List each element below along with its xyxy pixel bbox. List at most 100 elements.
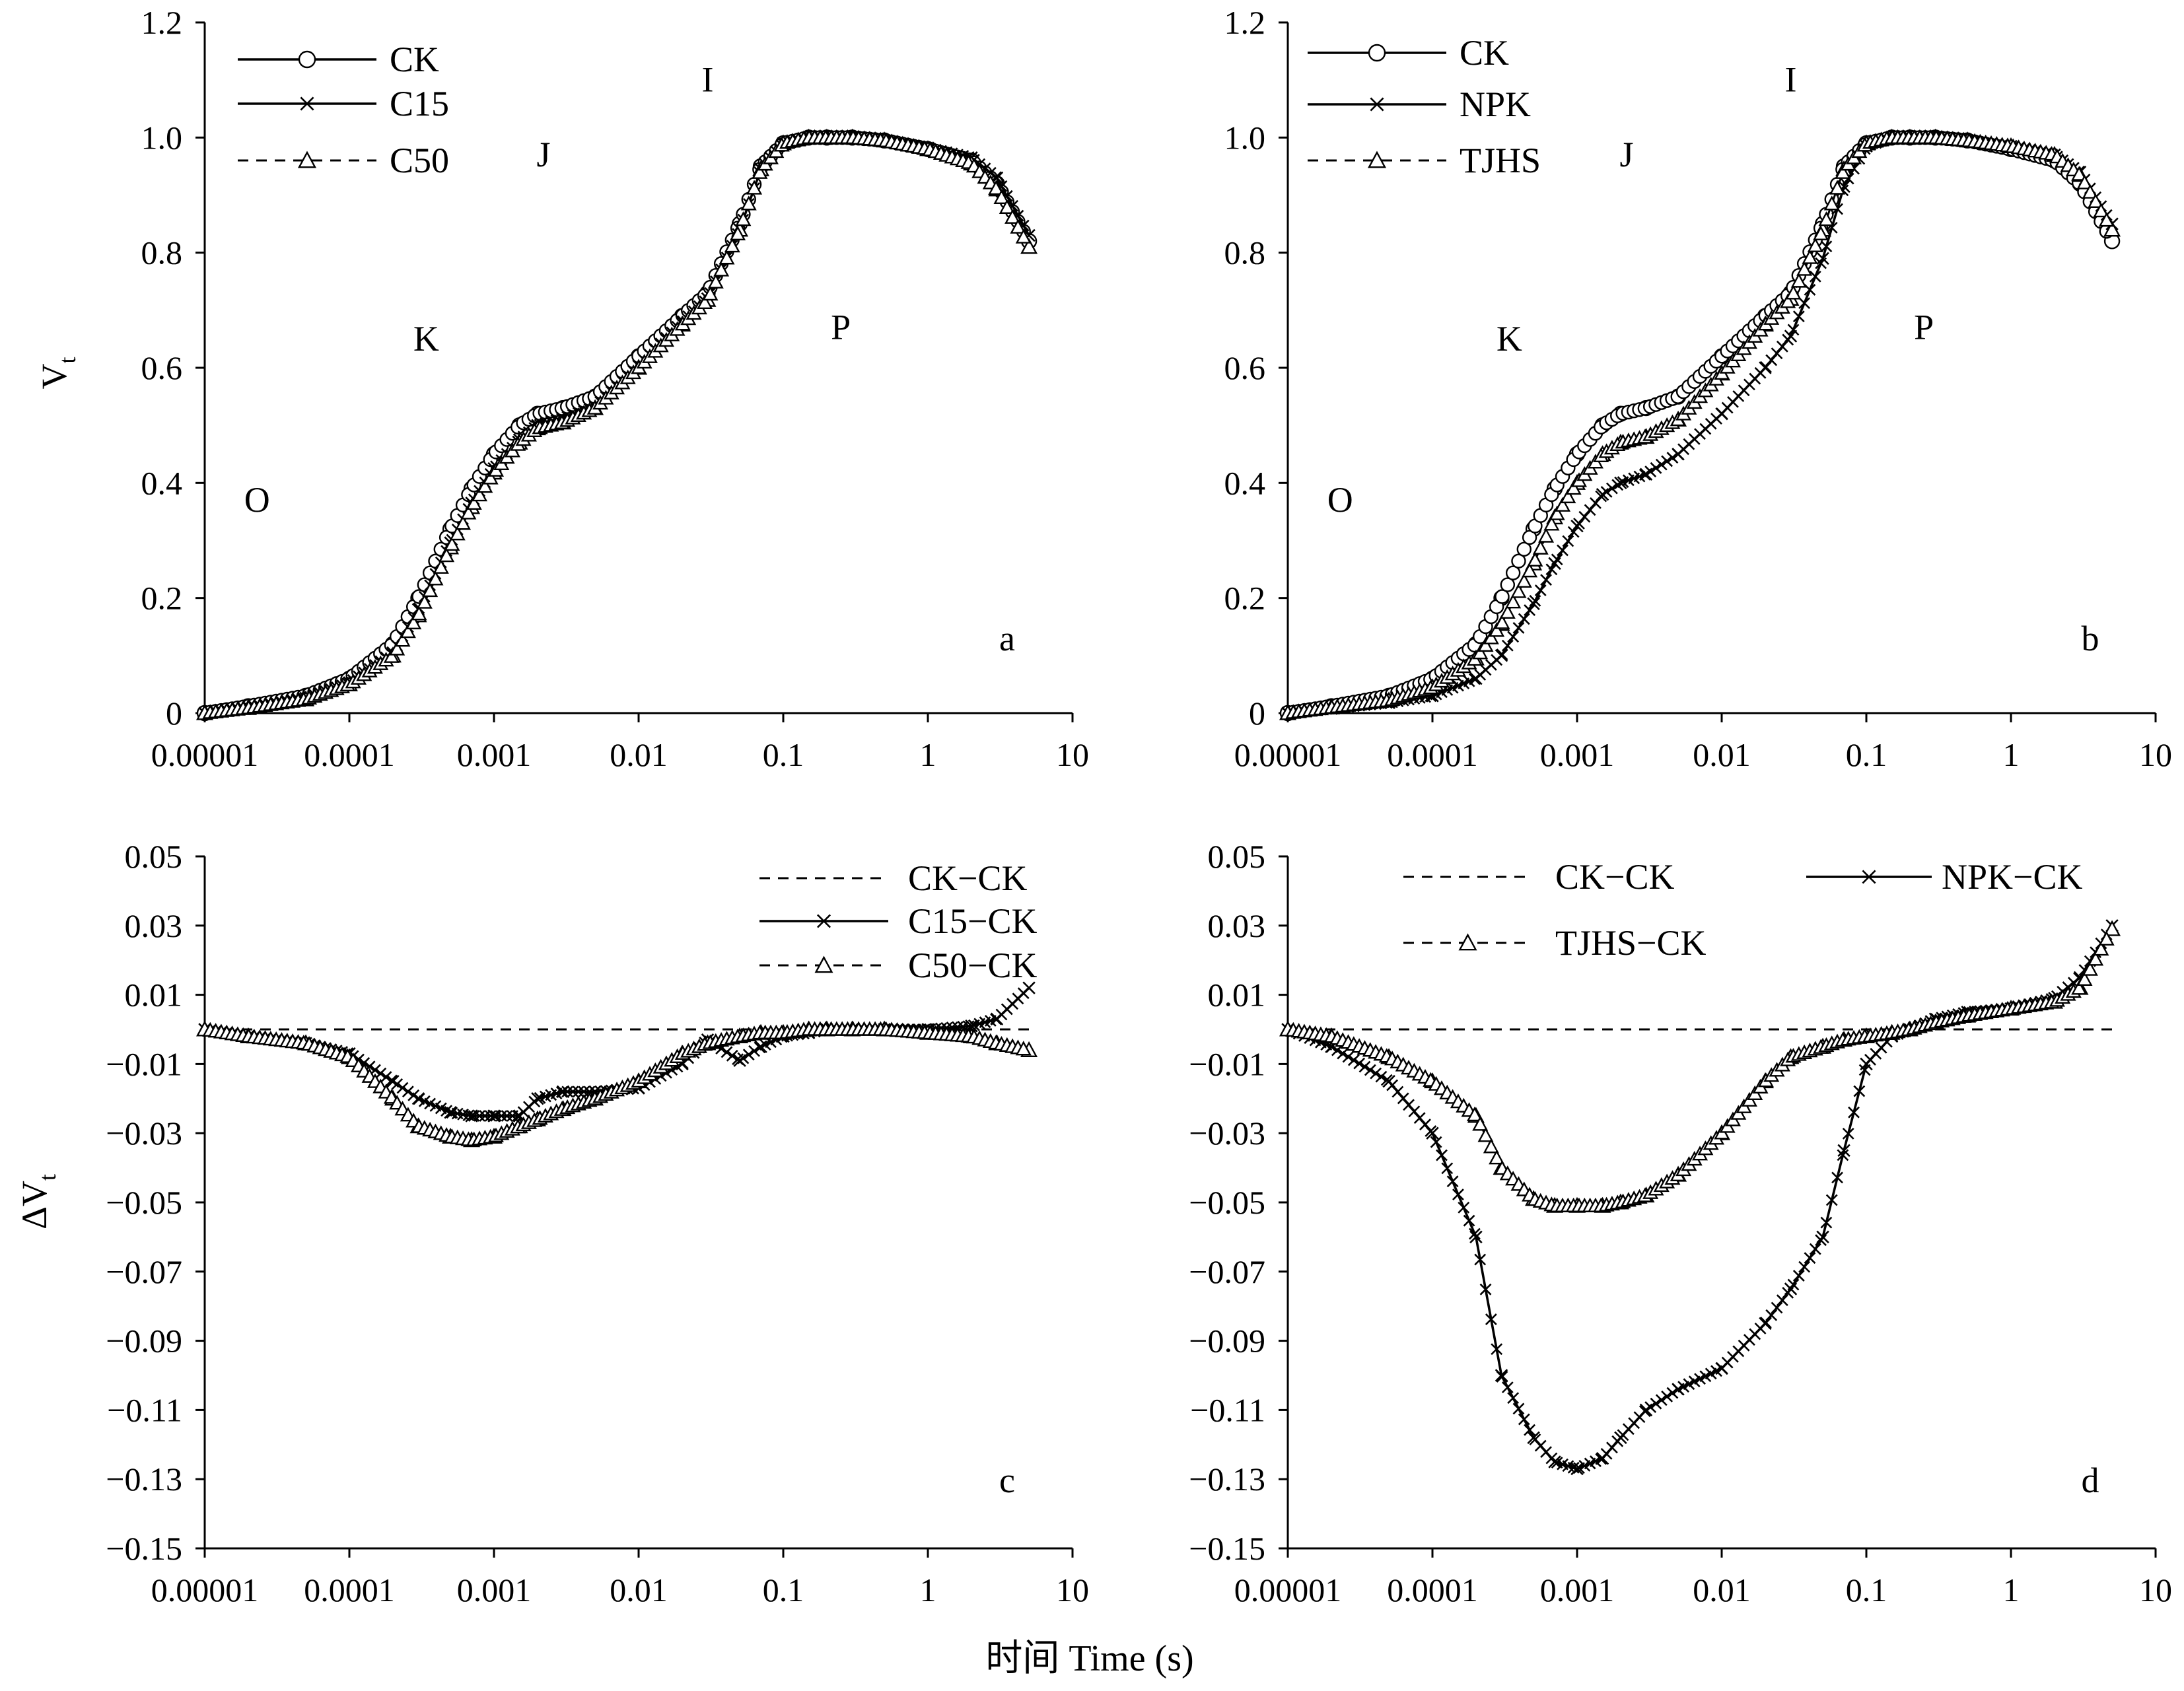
legend-entry-TJHS−CK: TJHS−CK [1403,923,1707,963]
legend-marker [298,50,316,69]
interpolated-point [479,1110,491,1122]
x-tick-label: 0.00001 [151,1571,259,1608]
interpolated-point [1549,505,1565,520]
legend-label: CK−CK [1555,857,1674,897]
interpolated-point [1522,563,1538,578]
interpolated-point [1494,614,1510,629]
interpolated-point [1787,1278,1800,1291]
interpolated-point [1666,1387,1679,1399]
interpolated-point [1804,284,1816,296]
interpolated-point [578,1086,590,1098]
legend-marker [1370,97,1384,112]
x-tick-label: 1 [920,736,936,773]
interpolated-point [1644,1401,1657,1414]
interpolated-point [1759,361,1772,373]
legend-label: C50 [390,141,449,180]
legend-marker [1458,933,1477,951]
legend-label: C15 [390,84,449,123]
interpolated-point [1538,528,1555,543]
interpolated-point [1792,310,1805,323]
interpolated-point [1545,563,1558,576]
legend-label: NPK−CK [1942,857,2083,897]
interpolated-point [385,1074,398,1087]
interpolated-point [1771,1301,1783,1314]
x-tick-label: 0.01 [610,736,668,773]
interpolated-point [740,195,757,211]
interpolated-point [1666,452,1679,464]
interpolated-point [1364,1064,1376,1076]
interpolated-point [1017,987,1030,1000]
data-point [1020,238,1038,254]
legend-entry-C15: C15 [238,84,449,123]
legend-marker [1368,44,1386,62]
y-tick-label: 1.2 [1224,4,1266,41]
interpolated-point [1853,1085,1866,1097]
interpolated-point [1505,594,1522,609]
interpolated-point [748,1045,760,1057]
phase-label: K [1497,319,1522,359]
legend-entry-C15−CK: C15−CK [759,901,1038,941]
data-point [1527,597,1540,611]
x-tick-label: 0.00001 [1234,736,1342,773]
legend-marker [297,151,317,168]
interpolated-point [1479,1283,1492,1295]
interpolated-point [1661,455,1673,467]
panel-b-chart: 0 0.2 0.4 0.6 0.8 1.0 1.2 0.00001 0.0001 0.001 0.0… [1224,4,2173,773]
interpolated-point [1496,648,1508,661]
interpolated-point [1785,285,1802,300]
y-axis-label: ΔVt [15,1174,61,1229]
interpolated-point [1829,180,1846,195]
panel-c-chart: 0.05 0.03 0.01 −0.01 −0.03 −0.05 −0.07 −0.09 −0.… [15,838,1089,1608]
interpolated-point [400,623,416,638]
interpolated-point [726,1049,738,1062]
interpolated-point [422,582,439,598]
x-tick-label: 0.1 [1846,736,1887,773]
y-tick-label: −0.11 [1190,1391,1265,1428]
interpolated-point [1780,293,1796,308]
interpolated-point [2093,941,2109,956]
interpolated-point [1835,164,1851,179]
interpolated-point [512,1110,524,1122]
interpolated-point [402,1086,414,1098]
interpolated-point [1510,583,1527,598]
y-tick-label: −0.05 [1189,1184,1265,1221]
interpolated-point [2082,184,2098,199]
legend-entry-TJHS: TJHS [1308,141,1541,180]
interpolated-point [407,1089,420,1101]
interpolated-point [1518,613,1530,625]
interpolated-point [1565,480,1582,495]
interpolated-point [1512,621,1525,634]
interpolated-point [1532,539,1549,555]
x-tick-label: 10 [1056,1571,1089,1608]
data-point [1548,557,1561,570]
interpolated-point [389,640,405,656]
legend-label: C50−CK [908,946,1038,985]
interpolated-point [1512,1402,1525,1415]
interpolated-point [1499,604,1516,619]
legend-label: NPK [1460,85,1531,124]
interpolated-point [2071,166,2088,181]
y-tick-label: 0 [166,695,182,732]
interpolated-point [1823,195,1840,211]
interpolated-point [1477,637,1494,652]
interpolated-point [1858,1064,1871,1076]
interpolated-point [1798,1260,1811,1273]
interpolated-point [1776,1294,1788,1307]
interpolated-point [1501,639,1514,652]
interpolated-point [1759,1317,1772,1329]
x-tick-label: 0.001 [1540,1571,1615,1608]
interpolated-point [394,632,411,647]
interpolated-point [2082,961,2098,976]
y-tick-label: 0.2 [141,580,183,617]
phase-label: I [701,60,713,100]
interpolated-point [1560,488,1576,504]
legend-marker [1862,870,1876,884]
interpolated-point [472,486,488,502]
x-tick-label: 10 [2139,1571,2172,1608]
legend-entry-NPK−CK: NPK−CK [1806,857,2083,897]
interpolated-point [1820,240,1833,253]
interpolated-point [1015,1041,1032,1056]
legend-label: CK−CK [908,858,1027,898]
y-tick-label: 1.2 [141,4,183,41]
